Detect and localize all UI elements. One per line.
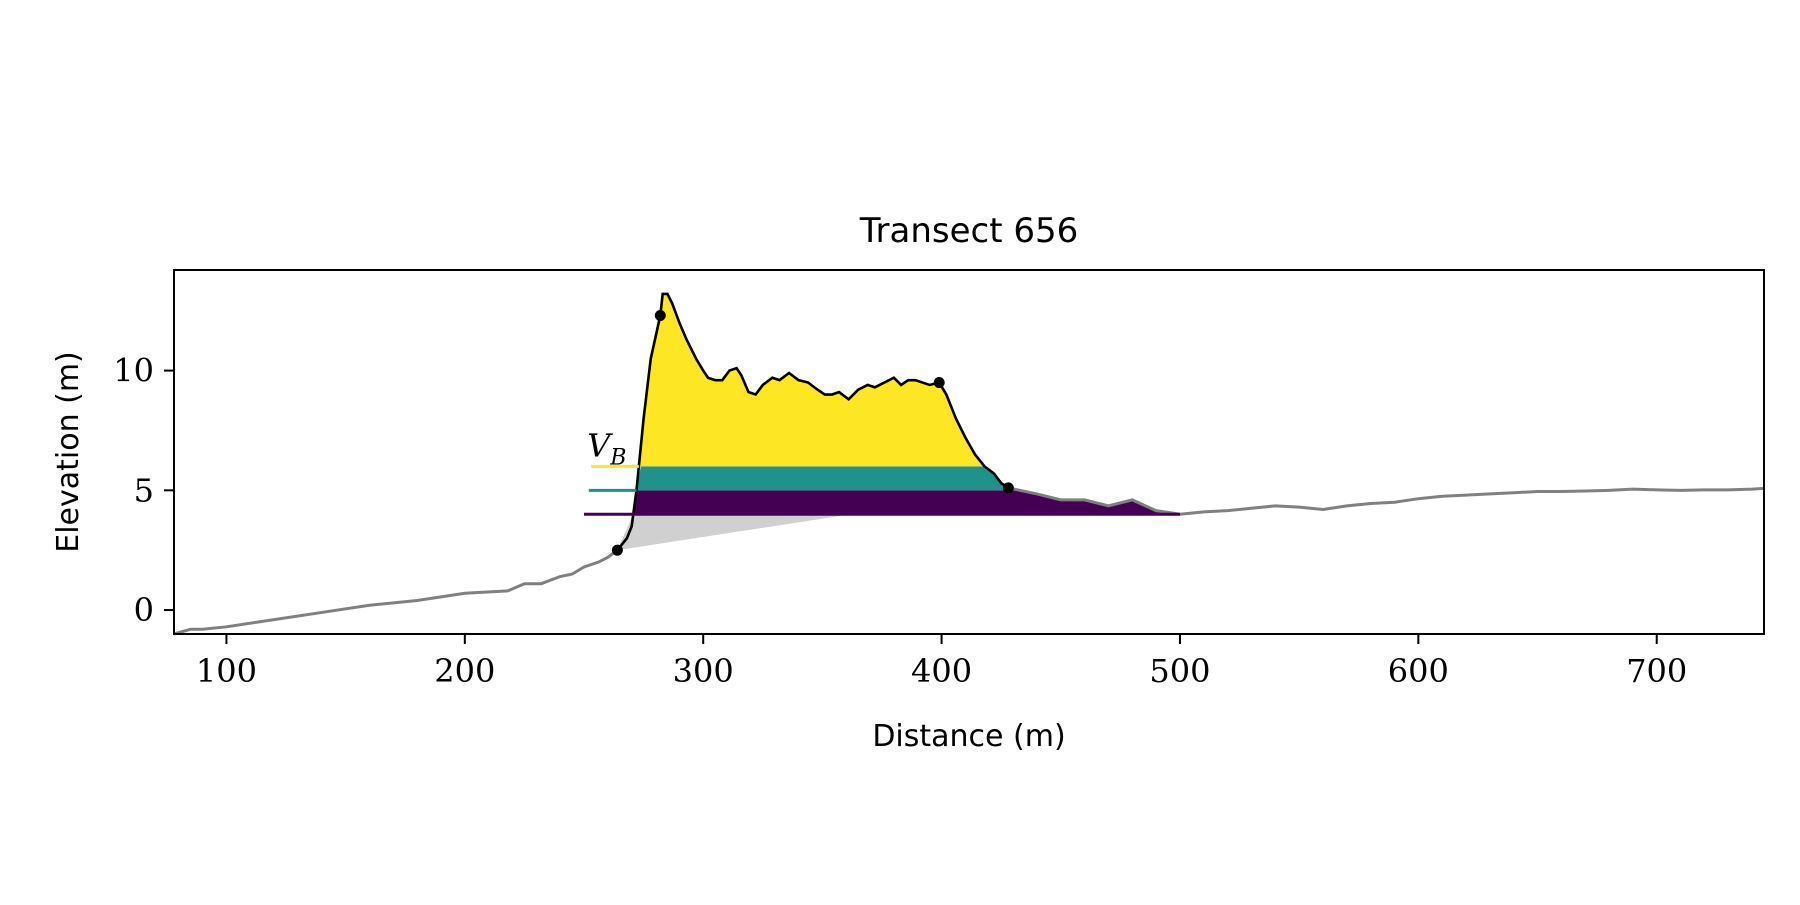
key-point-1 bbox=[654, 310, 666, 321]
key-point-3 bbox=[1002, 482, 1014, 494]
base-wedge bbox=[617, 514, 847, 551]
x-axis-label: Distance (m) bbox=[872, 719, 1065, 754]
y-tick-label: 0 bbox=[134, 591, 154, 629]
volume-band-mid bbox=[636, 466, 1681, 491]
vb-annotation: VB bbox=[587, 426, 626, 470]
x-axis-ticks: 100 200 300 400 500 600 700 bbox=[196, 634, 1687, 690]
y-axis-label: Elevation (m) bbox=[51, 351, 86, 553]
key-point-2 bbox=[933, 377, 945, 389]
plot-frame bbox=[173, 269, 1765, 635]
x-tick-label: 500 bbox=[1149, 652, 1210, 690]
x-tick-label: 400 bbox=[911, 652, 972, 690]
chart-title: Transect 656 bbox=[859, 211, 1079, 251]
volume-band-high bbox=[638, 293, 985, 467]
y-axis-ticks: 0 5 10 bbox=[113, 352, 174, 629]
key-point-0 bbox=[611, 544, 623, 556]
x-tick-label: 200 bbox=[434, 652, 495, 690]
x-tick-label: 300 bbox=[673, 652, 734, 690]
level-markers bbox=[584, 464, 1180, 516]
x-tick-label: 600 bbox=[1388, 652, 1449, 690]
volume-fills bbox=[617, 293, 1681, 551]
y-tick-label: 10 bbox=[113, 352, 154, 390]
x-tick-label: 700 bbox=[1626, 652, 1687, 690]
y-tick-label: 5 bbox=[134, 471, 154, 509]
key-points bbox=[611, 310, 1014, 556]
x-tick-label: 100 bbox=[196, 652, 257, 690]
profile-line-backshore bbox=[1008, 486, 1765, 516]
profile-line-seaward bbox=[173, 548, 619, 636]
